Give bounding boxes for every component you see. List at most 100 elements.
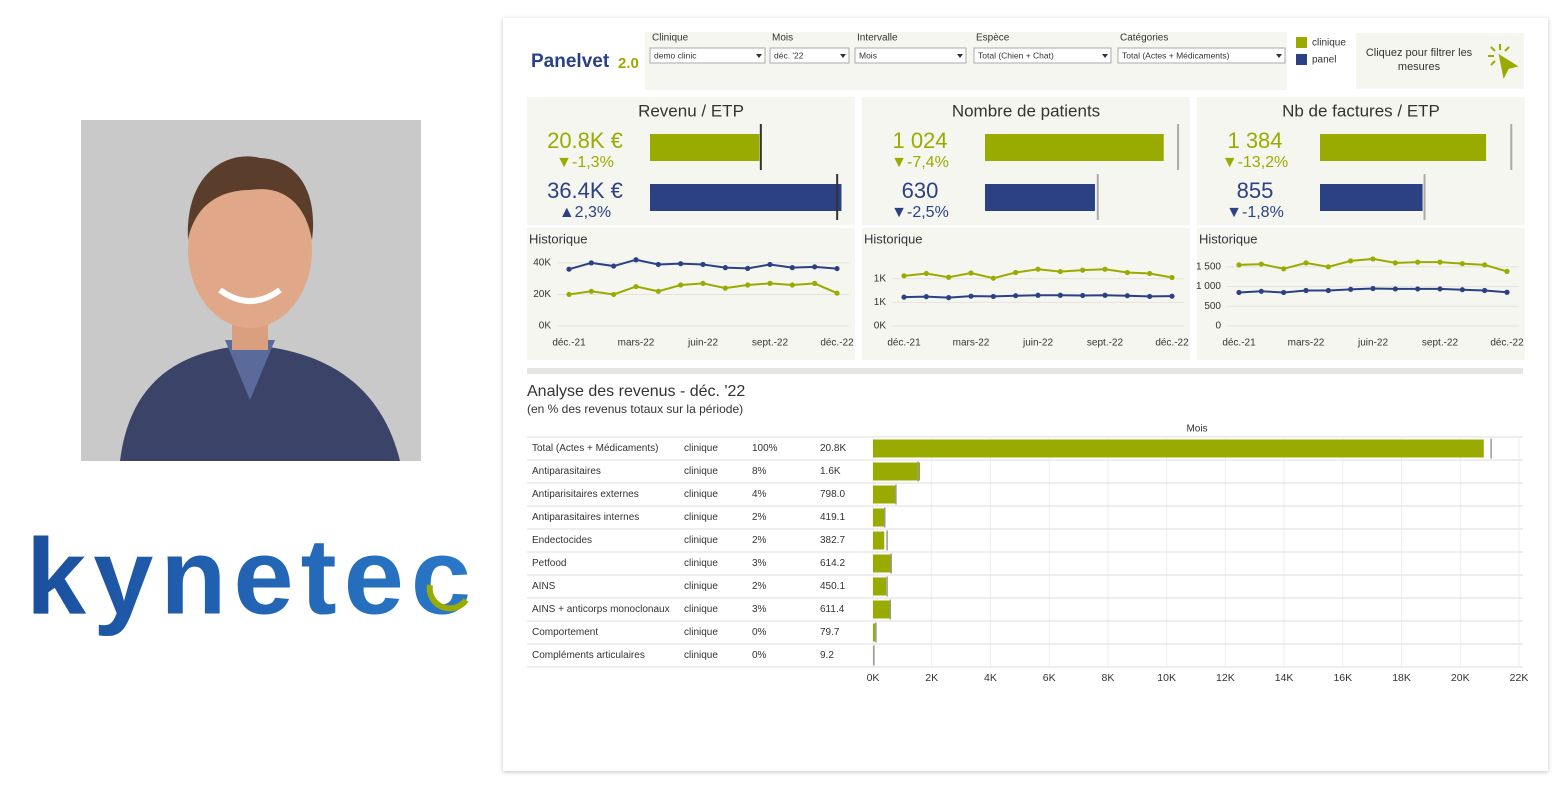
filter-value: Total (Actes + Médicaments) <box>1122 50 1230 60</box>
row-name: Compléments articulaires <box>532 650 645 661</box>
history-point <box>1459 287 1465 293</box>
x-tick-label: déc.-22 <box>1155 338 1189 349</box>
x-tick-label: 16K <box>1333 672 1352 684</box>
history-point <box>1147 293 1153 300</box>
history-title: Historique <box>864 231 923 246</box>
history-point <box>633 283 639 290</box>
row-group: clinique <box>684 489 718 500</box>
dropdown-arrow <box>1102 54 1108 58</box>
history-point <box>1236 262 1242 268</box>
row-group: clinique <box>684 512 718 523</box>
history-point <box>1459 261 1465 267</box>
row-pct: 2% <box>752 535 767 546</box>
history-point <box>1124 269 1130 276</box>
history-point <box>990 293 996 300</box>
filter-value: Total (Chien + Chat) <box>978 50 1054 60</box>
x-tick-label: 0K <box>867 672 880 684</box>
history-point <box>946 295 952 301</box>
history-panel <box>862 228 1190 360</box>
filter-dropdown[interactable] <box>769 47 850 64</box>
filter-button[interactable] <box>1356 33 1524 89</box>
history-point <box>1325 287 1331 294</box>
x-tick-label: déc.-22 <box>820 338 854 349</box>
filter-dropdown[interactable] <box>854 47 967 64</box>
revenue-bar <box>873 485 897 504</box>
row-value: 419.1 <box>820 512 845 523</box>
x-tick-label: sept.-22 <box>752 338 789 349</box>
y-tick-label: 0K <box>874 321 887 332</box>
x-tick-label: déc.-21 <box>552 338 586 349</box>
kpi-value: 855 <box>1237 178 1274 203</box>
history-point <box>1482 287 1488 294</box>
history-point <box>588 260 594 266</box>
history-point <box>1392 286 1398 292</box>
kpi-title: Revenu / ETP <box>638 101 744 120</box>
filter-dropdown[interactable] <box>1117 47 1286 64</box>
row-group: clinique <box>684 466 718 477</box>
row-name: Comportement <box>532 627 598 638</box>
row-name: Antiparisitaires externes <box>532 489 639 500</box>
filter-label: Intervalle <box>857 33 898 44</box>
kpi-title: Nombre de patients <box>952 101 1100 120</box>
kpi-bar <box>650 134 760 161</box>
kpi-value: 630 <box>902 178 939 203</box>
history-point <box>745 282 751 288</box>
legend-swatch <box>1296 54 1307 65</box>
dropdown-arrow <box>957 54 963 58</box>
history-point <box>1102 292 1108 298</box>
axis-title: Mois <box>1186 424 1207 435</box>
row-name: AINS + anticorps monoclonaux <box>532 604 670 615</box>
history-point <box>566 291 572 298</box>
history-point <box>611 291 617 298</box>
row-group: clinique <box>684 627 718 638</box>
row-name: Antiparasitaires internes <box>532 512 639 523</box>
filter-button-label[interactable]: Cliquez pour filtrer les mesures <box>1365 47 1473 73</box>
row-value: 798.0 <box>820 489 845 500</box>
history-point <box>834 290 840 296</box>
history-point <box>1102 266 1108 272</box>
row-group: clinique <box>684 604 718 615</box>
filter-dropdown[interactable] <box>649 47 766 64</box>
x-tick-label: déc.-21 <box>1222 338 1256 349</box>
filter-label: Catégories <box>1120 33 1168 44</box>
history-point <box>1281 266 1287 272</box>
y-tick-label: 1K <box>874 297 887 308</box>
history-point <box>1303 287 1309 294</box>
kpi-change: ▼-1,8% <box>1226 204 1284 221</box>
history-point <box>1504 289 1510 295</box>
revenue-bar <box>873 623 876 642</box>
x-tick-label: juin-22 <box>687 338 718 349</box>
history-point <box>1437 259 1443 265</box>
x-tick-label: 12K <box>1216 672 1235 684</box>
analysis-title: Analyse des revenus - déc. '22 <box>527 383 745 400</box>
history-point <box>1258 288 1264 294</box>
history-point <box>678 282 684 288</box>
filter-dropdown[interactable] <box>973 47 1112 64</box>
filter-label: Mois <box>772 33 793 44</box>
dropdown-arrow <box>840 54 846 58</box>
history-point <box>1325 264 1331 270</box>
history-point <box>1392 260 1398 266</box>
x-tick-label: mars-22 <box>618 338 655 349</box>
history-point <box>923 270 929 277</box>
dropdown-arrow <box>756 54 762 58</box>
revenue-bar <box>873 577 887 596</box>
legend-label: clinique <box>1312 38 1346 49</box>
x-tick-label: 4K <box>984 672 997 684</box>
x-tick-label: 20K <box>1451 672 1470 684</box>
history-title: Historique <box>1199 231 1258 246</box>
history-point <box>968 270 974 276</box>
history-point <box>1057 292 1063 298</box>
history-point <box>812 264 818 270</box>
history-point <box>1013 293 1019 299</box>
x-tick-label: 14K <box>1275 672 1294 684</box>
filter-value: Mois <box>859 50 877 60</box>
row-value: 382.7 <box>820 535 845 546</box>
x-tick-label: 2K <box>925 672 938 684</box>
x-tick-label: 8K <box>1101 672 1114 684</box>
row-value: 79.7 <box>820 627 840 638</box>
y-tick-label: 0 <box>1215 321 1221 332</box>
history-point <box>1415 259 1421 265</box>
x-tick-label: juin-22 <box>1357 338 1388 349</box>
y-tick-label: 1K <box>874 273 887 284</box>
